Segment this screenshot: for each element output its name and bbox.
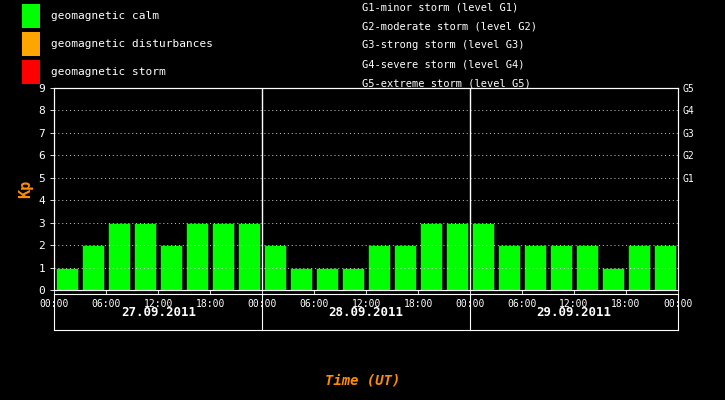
Bar bbox=[57, 268, 78, 290]
Y-axis label: Kp: Kp bbox=[18, 180, 33, 198]
Bar bbox=[446, 223, 468, 290]
Text: G2-moderate storm (level G2): G2-moderate storm (level G2) bbox=[362, 22, 537, 32]
Bar bbox=[420, 223, 442, 290]
Bar bbox=[524, 245, 546, 290]
Bar bbox=[134, 223, 157, 290]
Bar bbox=[602, 268, 624, 290]
FancyBboxPatch shape bbox=[22, 32, 40, 56]
Bar bbox=[342, 268, 364, 290]
Bar bbox=[264, 245, 286, 290]
FancyBboxPatch shape bbox=[22, 4, 40, 28]
Bar bbox=[498, 245, 520, 290]
Bar bbox=[108, 223, 130, 290]
Bar bbox=[186, 223, 208, 290]
Text: 28.09.2011: 28.09.2011 bbox=[328, 306, 404, 318]
Bar bbox=[654, 245, 676, 290]
Text: geomagnetic storm: geomagnetic storm bbox=[51, 67, 165, 77]
Text: geomagnetic calm: geomagnetic calm bbox=[51, 11, 159, 21]
Bar bbox=[576, 245, 598, 290]
Text: Time (UT): Time (UT) bbox=[325, 373, 400, 387]
Bar bbox=[394, 245, 416, 290]
Bar bbox=[550, 245, 572, 290]
Text: 29.09.2011: 29.09.2011 bbox=[536, 306, 611, 318]
Bar bbox=[83, 245, 104, 290]
Text: geomagnetic disturbances: geomagnetic disturbances bbox=[51, 39, 212, 49]
Bar bbox=[316, 268, 338, 290]
Bar bbox=[472, 223, 494, 290]
Bar bbox=[239, 223, 260, 290]
Text: G3-strong storm (level G3): G3-strong storm (level G3) bbox=[362, 40, 525, 50]
FancyBboxPatch shape bbox=[22, 60, 40, 84]
Bar bbox=[368, 245, 390, 290]
Text: G4-severe storm (level G4): G4-severe storm (level G4) bbox=[362, 59, 525, 69]
Bar bbox=[212, 223, 234, 290]
Bar bbox=[290, 268, 312, 290]
Bar bbox=[160, 245, 182, 290]
Bar bbox=[628, 245, 650, 290]
Text: 27.09.2011: 27.09.2011 bbox=[121, 306, 196, 318]
Text: G5-extreme storm (level G5): G5-extreme storm (level G5) bbox=[362, 78, 531, 88]
Text: G1-minor storm (level G1): G1-minor storm (level G1) bbox=[362, 3, 519, 13]
